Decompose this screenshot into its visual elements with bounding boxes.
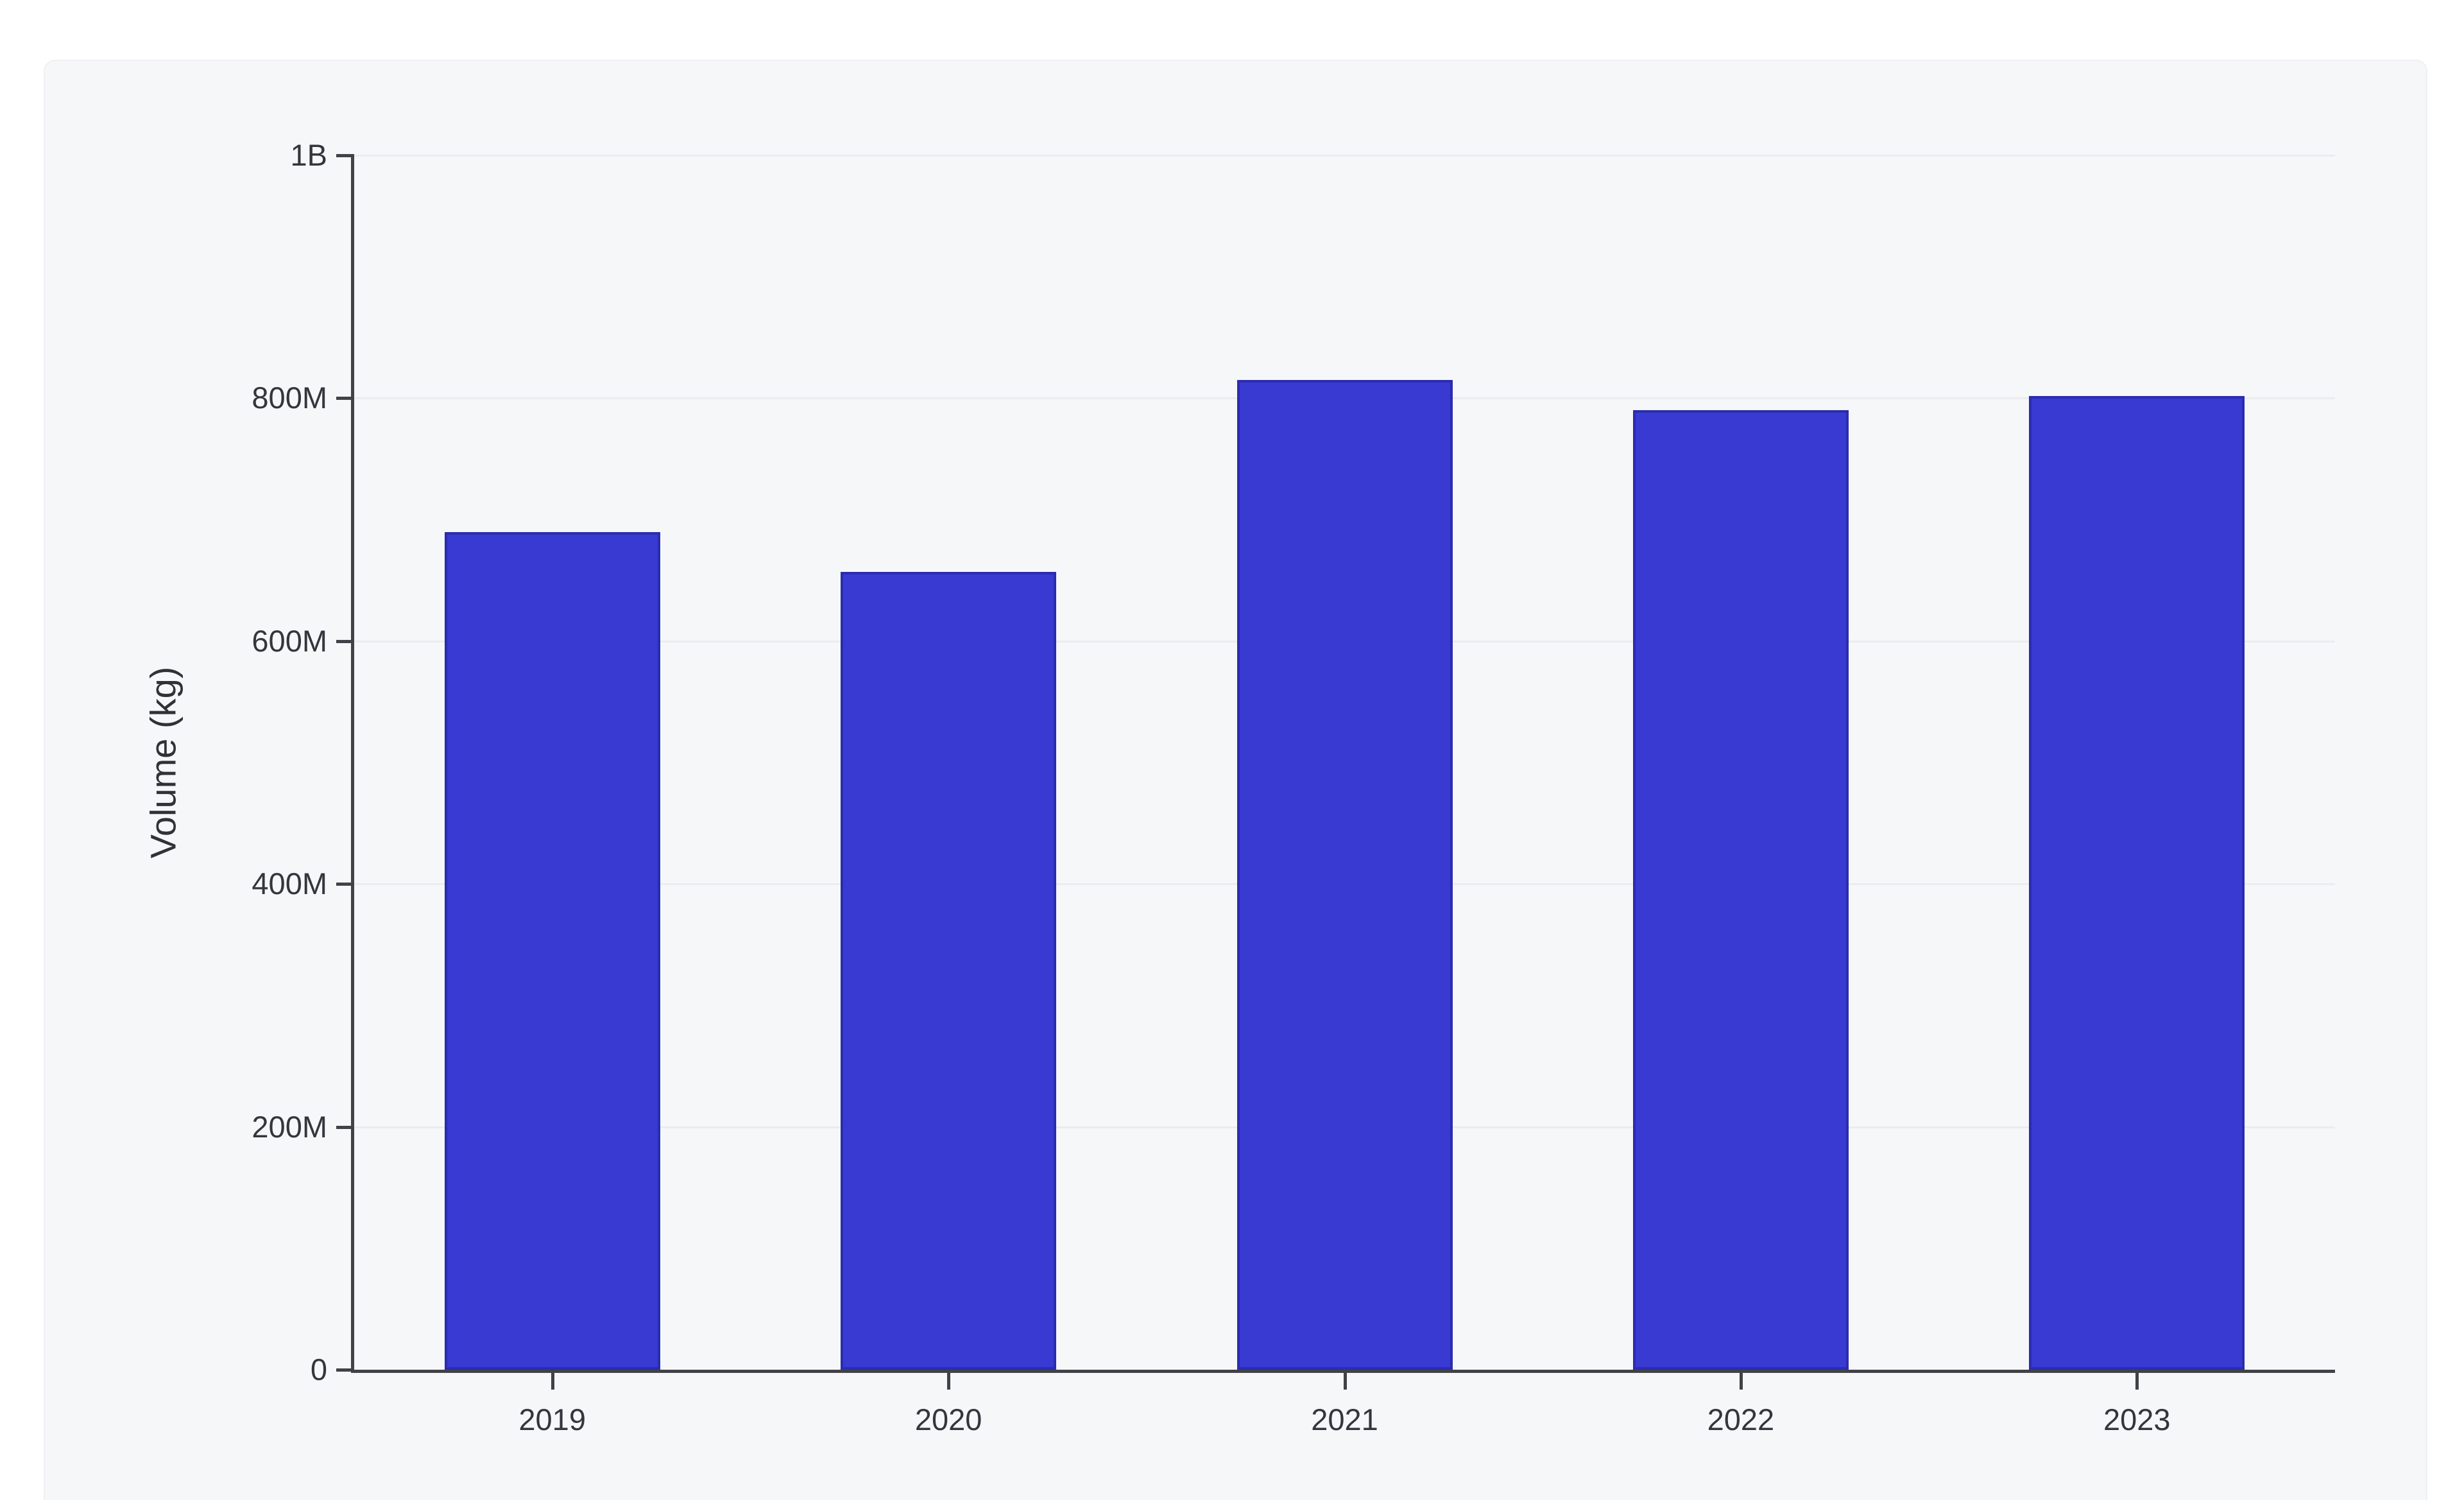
x-tick-label: 2023 [2103,1402,2171,1436]
bar-2023[interactable] [2029,395,2245,1370]
x-tick-label: 2021 [1311,1402,1378,1436]
bar-2019[interactable] [444,531,660,1370]
x-tick-mark [1739,1373,1743,1390]
gridline [354,155,2335,157]
y-tick-label: 0 [310,1352,327,1386]
y-tick-mark [336,639,354,643]
x-tick-mark [2135,1373,2139,1390]
y-tick-label: 800M [252,381,327,415]
bar-2021[interactable] [1236,380,1453,1370]
x-tick-mark [947,1373,951,1390]
chart-card: Volume (kg) 0 200M 400M 600M 800M 1B 2019 2020… [44,60,2427,1500]
y-tick-label: 200M [252,1109,327,1144]
bar-2022[interactable] [1632,410,1849,1370]
x-tick-label: 2020 [914,1402,982,1436]
y-tick-mark [336,1368,354,1372]
x-tick-label: 2022 [1707,1402,1775,1436]
x-tick-label: 2019 [518,1402,586,1436]
y-tick-label: 400M [252,866,327,901]
plot-area [351,155,2335,1373]
y-tick-mark [336,154,354,157]
bar-2020[interactable] [841,571,1057,1370]
y-tick-label: 1B [290,138,328,172]
x-tick-mark [1343,1373,1347,1390]
y-tick-label: 600M [252,623,327,658]
y-tick-mark [336,883,354,886]
y-axis-title: Volume (kg) [142,666,184,859]
y-tick-mark [336,397,354,401]
y-tick-mark [336,1125,354,1129]
x-tick-mark [551,1373,554,1390]
